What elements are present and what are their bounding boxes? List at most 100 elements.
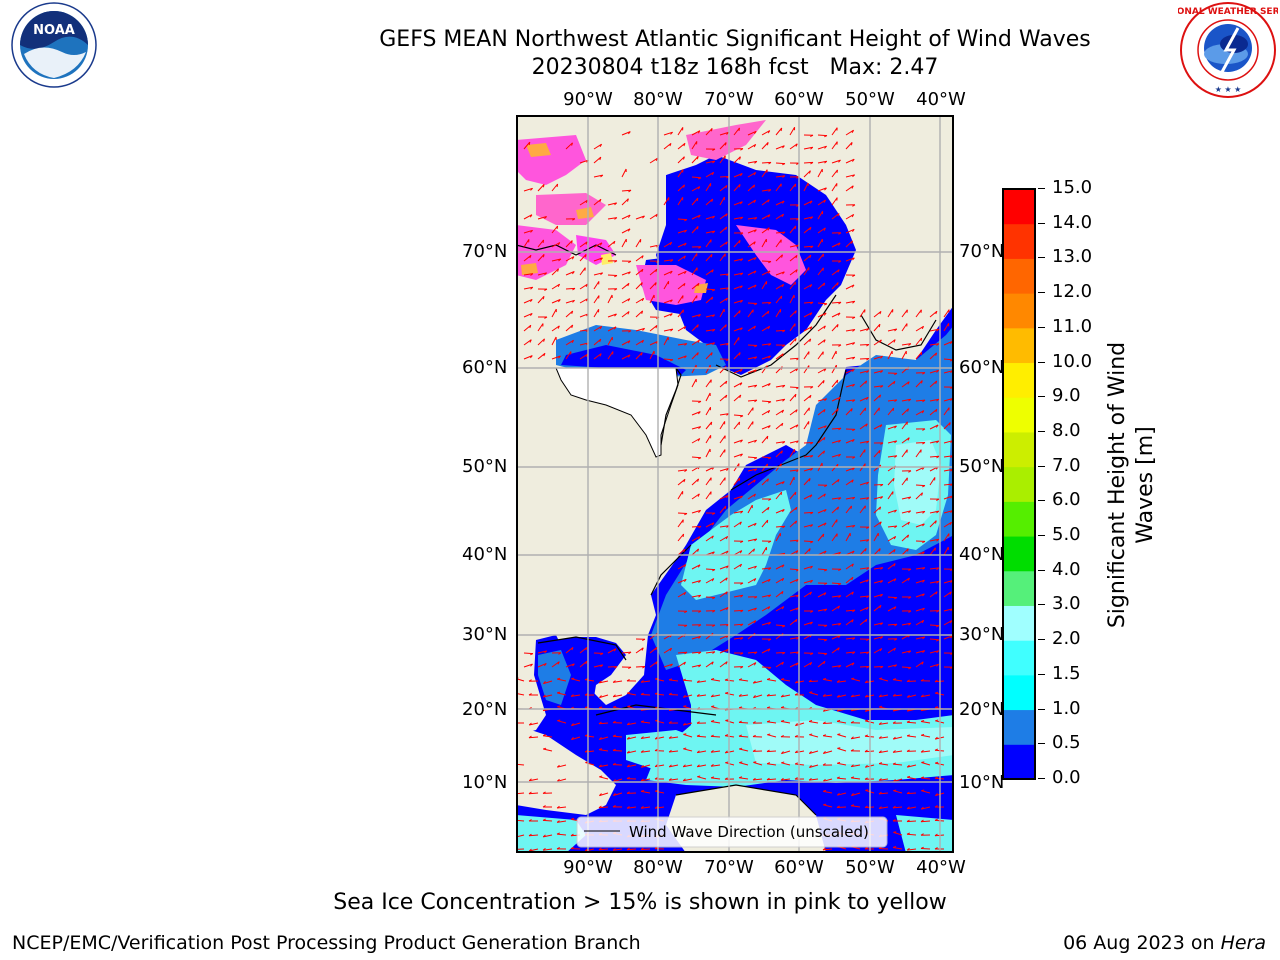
- wind-arrow-head: [852, 399, 856, 403]
- wind-arrow: [873, 311, 882, 318]
- wind-arrow: [775, 213, 784, 220]
- wind-arrow: [817, 168, 823, 178]
- wind-arrow-head: [850, 505, 852, 509]
- wind-arrow-head: [907, 577, 910, 581]
- wind-arrow-head: [754, 345, 758, 348]
- wind-arrow: [705, 535, 714, 542]
- wind-arrow-head: [810, 301, 814, 305]
- wind-arrow: [655, 806, 665, 809]
- wind-arrow-head: [782, 398, 786, 402]
- wind-arrow-head: [572, 663, 575, 667]
- wind-arrow-head: [767, 507, 770, 511]
- greenland: [826, 115, 954, 350]
- wind-arrow-head: [866, 370, 870, 374]
- wind-arrow: [733, 201, 743, 206]
- wind-arrow: [677, 142, 686, 150]
- wind-arrow: [873, 593, 883, 598]
- wind-arrow: [859, 548, 867, 556]
- wind-arrow: [677, 343, 687, 346]
- wind-arrow: [733, 285, 743, 290]
- wind-arrow: [677, 295, 684, 304]
- wind-arrow-head: [613, 648, 617, 652]
- wind-arrow: [803, 548, 811, 556]
- wind-arrow-head: [823, 339, 826, 343]
- wind-arrow-head: [850, 408, 853, 412]
- wind-arrow: [789, 662, 799, 668]
- wind-arrow: [691, 493, 700, 500]
- wind-arrow-head: [725, 719, 729, 721]
- wind-arrow: [607, 202, 617, 206]
- wind-arrow-head: [626, 806, 630, 809]
- wind-arrow: [551, 242, 561, 248]
- wind-arrow: [719, 176, 730, 178]
- wind-arrow: [817, 282, 826, 290]
- colorbar-segment: [1003, 223, 1035, 259]
- wind-arrow-head: [612, 734, 617, 737]
- wind-arrow-head: [880, 593, 883, 597]
- wind-arrow: [663, 197, 670, 206]
- wind-arrow: [613, 792, 623, 796]
- wind-arrow-head: [725, 213, 728, 217]
- wind-arrow-head: [921, 761, 925, 763]
- legend-label: Wind Wave Direction (unscaled): [629, 823, 869, 841]
- chart-title: GEFS MEAN Northwest Atlantic Significant…: [0, 26, 1280, 82]
- wind-arrow-head: [739, 761, 743, 764]
- wind-arrow-head: [936, 343, 940, 346]
- wind-arrow: [579, 353, 588, 360]
- wind-arrow: [738, 721, 749, 724]
- wind-arrow-head: [614, 217, 618, 220]
- wind-arrow: [789, 225, 797, 234]
- wind-arrow-head: [864, 805, 868, 808]
- wind-arrow: [789, 607, 799, 612]
- wind-arrow: [775, 162, 786, 165]
- wind-arrow-head: [935, 761, 939, 764]
- wind-arrow-head: [767, 326, 771, 330]
- wind-arrow: [817, 380, 825, 388]
- wind-arrow: [915, 607, 925, 612]
- wind-arrow: [705, 578, 715, 584]
- wind-arrow: [901, 622, 911, 626]
- wind-arrow: [887, 399, 897, 402]
- wind-arrow-head: [767, 578, 771, 583]
- wind-arrow: [682, 679, 693, 682]
- footer-org: NCEP/EMC/Verification Post Processing Pr…: [12, 932, 641, 954]
- wind-arrow-head: [670, 259, 674, 263]
- wind-arrow: [655, 790, 665, 794]
- wind-arrow: [593, 295, 600, 304]
- lon-tick-bottom: 70°W: [704, 857, 754, 878]
- wind-arrow-head: [753, 270, 757, 274]
- wind-arrow: [845, 356, 855, 360]
- wind-arrow: [761, 578, 771, 584]
- wind-arrow: [733, 453, 743, 458]
- wind-arrow: [831, 324, 839, 332]
- wind-arrow: [851, 694, 861, 698]
- wind-arrow: [803, 254, 812, 262]
- wind-arrow: [822, 848, 833, 851]
- wind-arrow-head: [712, 551, 715, 555]
- wind-arrow-head: [823, 493, 826, 497]
- wind-arrow: [523, 312, 533, 318]
- wind-arrow-head: [626, 791, 630, 794]
- wind-arrow-head: [782, 652, 786, 655]
- wind-arrow: [873, 339, 882, 346]
- wind-arrow-head: [880, 370, 884, 374]
- wind-arrow-head: [782, 271, 785, 275]
- wind-arrow-head: [866, 481, 869, 485]
- wind-arrow-head: [795, 578, 799, 582]
- wind-arrow-head: [824, 484, 828, 488]
- wind-arrow: [641, 680, 651, 683]
- wind-arrow-head: [711, 535, 714, 539]
- wind-arrow-head: [612, 848, 616, 851]
- wind-arrow: [593, 198, 602, 206]
- wind-arrow-head: [614, 288, 618, 291]
- wind-arrow-head: [682, 778, 686, 782]
- wind-arrow-head: [684, 610, 688, 614]
- wind-arrow-head: [864, 749, 868, 753]
- wind-arrow: [711, 764, 721, 767]
- wind-arrow-head: [654, 764, 658, 767]
- wind-arrow: [613, 778, 623, 783]
- wind-arrow-head: [556, 832, 560, 835]
- wind-arrow: [705, 160, 715, 164]
- wind-arrow: [845, 129, 854, 136]
- wind-arrow-head: [684, 219, 688, 222]
